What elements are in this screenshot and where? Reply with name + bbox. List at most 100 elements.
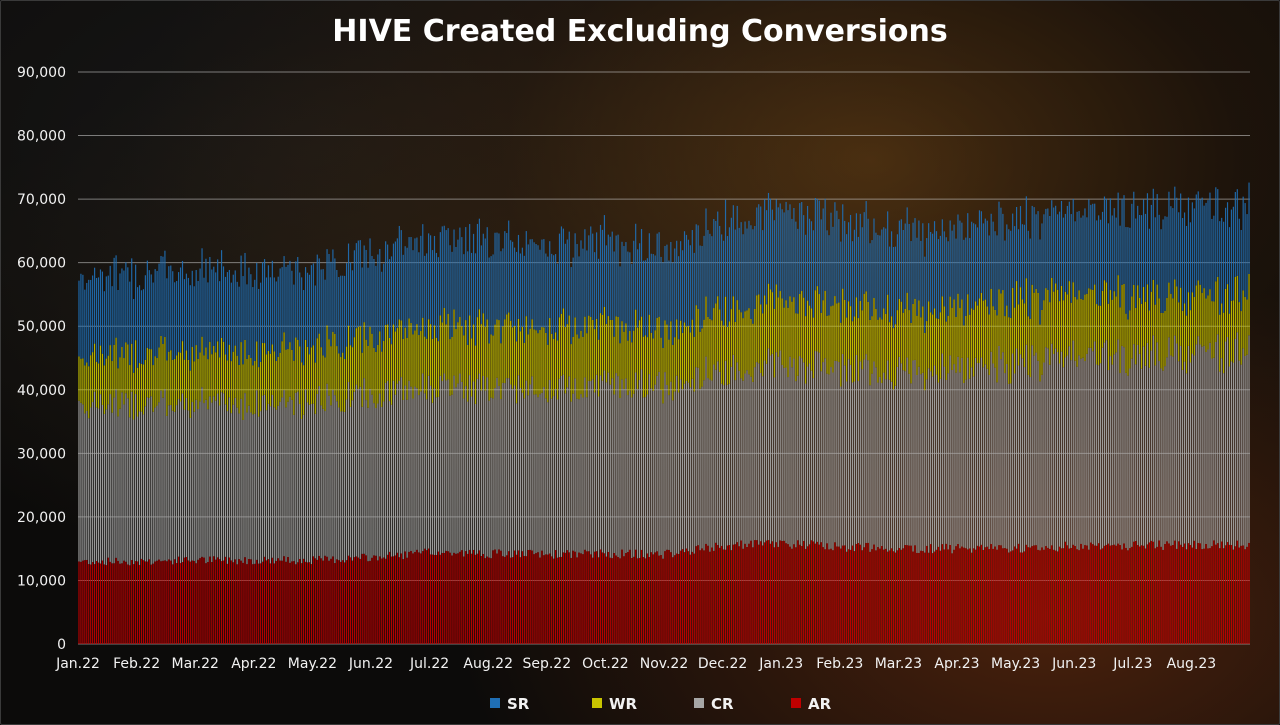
bar-segment-wr xyxy=(890,316,893,382)
bar-segment-cr xyxy=(1148,367,1150,543)
day-bar xyxy=(187,277,189,644)
bar-segment-cr xyxy=(576,398,578,558)
bar-segment-wr xyxy=(123,358,125,405)
bar-segment-cr xyxy=(1115,352,1117,546)
bar-segment-ar xyxy=(562,552,564,644)
bar-segment-wr xyxy=(332,331,334,390)
day-bar xyxy=(978,210,981,644)
bar-segment-wr xyxy=(752,323,754,382)
bar-segment-sr xyxy=(613,251,615,337)
bar-segment-ar xyxy=(584,549,586,644)
x-tick-label: Aug.23 xyxy=(1167,656,1217,672)
bar-segment-sr xyxy=(211,269,213,355)
day-bar xyxy=(283,256,285,644)
bar-segment-ar xyxy=(732,544,734,644)
bar-segment-cr xyxy=(496,377,498,554)
bar-segment-wr xyxy=(115,337,117,390)
bar-segment-cr xyxy=(590,381,592,555)
day-bar xyxy=(1096,220,1098,644)
bar-segment-cr xyxy=(203,403,205,558)
bar-segment-ar xyxy=(582,554,584,644)
day-bar xyxy=(599,224,602,644)
bar-segment-wr xyxy=(1047,289,1049,349)
x-tick-label: Mar.22 xyxy=(171,656,218,672)
bar-segment-cr xyxy=(586,397,588,552)
day-bar xyxy=(344,275,346,644)
bar-segment-cr xyxy=(1207,349,1209,549)
bar-segment-cr xyxy=(1045,347,1047,547)
bar-segment-ar xyxy=(881,546,883,644)
bar-segment-wr xyxy=(109,345,111,395)
bar-segment-sr xyxy=(676,240,678,320)
day-bar xyxy=(568,231,570,644)
bar-segment-cr xyxy=(1125,372,1127,548)
bar-segment-wr xyxy=(160,335,162,391)
day-bar xyxy=(1019,206,1022,644)
day-bar xyxy=(732,205,734,644)
bar-segment-ar xyxy=(1098,543,1100,644)
bar-segment-wr xyxy=(215,352,217,401)
bar-segment-wr xyxy=(861,310,863,370)
bar-segment-ar xyxy=(1055,550,1057,644)
bar-segment-sr xyxy=(605,245,607,324)
bar-segment-cr xyxy=(349,406,352,558)
bar-segment-cr xyxy=(379,393,381,557)
bar-segment-cr xyxy=(848,359,850,550)
day-bar xyxy=(252,287,254,644)
bar-segment-wr xyxy=(1191,292,1193,354)
bar-segment-sr xyxy=(133,299,135,373)
bar-segment-ar xyxy=(287,557,289,644)
day-bar xyxy=(236,281,238,644)
bar-segment-cr xyxy=(453,375,455,553)
bar-segment-ar xyxy=(201,556,203,644)
day-bar xyxy=(687,239,689,644)
day-bar xyxy=(1209,192,1211,644)
bar-segment-cr xyxy=(304,389,307,562)
day-bar xyxy=(787,210,789,644)
bar-segment-cr xyxy=(1092,351,1094,545)
bar-segment-sr xyxy=(947,241,949,316)
bar-segment-sr xyxy=(289,260,291,343)
bar-segment-cr xyxy=(164,389,166,561)
bar-segment-cr xyxy=(191,402,193,561)
day-bar xyxy=(387,244,389,644)
bar-segment-cr xyxy=(1150,350,1152,541)
bar-segment-wr xyxy=(812,317,815,379)
bar-segment-cr xyxy=(1043,362,1045,550)
day-bar xyxy=(736,205,738,644)
bar-segment-sr xyxy=(984,218,986,300)
day-bar xyxy=(896,234,899,644)
bar-segment-sr xyxy=(1076,211,1078,300)
day-bar xyxy=(494,232,496,644)
bar-segment-ar xyxy=(980,544,982,644)
day-bar xyxy=(469,224,471,644)
bar-segment-ar xyxy=(1084,545,1086,644)
bar-segment-wr xyxy=(1182,310,1184,370)
bar-segment-cr xyxy=(873,361,875,545)
day-bar xyxy=(1195,194,1197,644)
bar-segment-sr xyxy=(498,233,500,321)
day-bar xyxy=(517,234,520,644)
bar-segment-cr xyxy=(726,384,729,546)
x-tick-label: Feb.23 xyxy=(816,656,863,672)
bar-segment-cr xyxy=(347,382,350,556)
bar-segment-sr xyxy=(209,257,211,342)
bar-segment-ar xyxy=(1246,546,1248,644)
bar-segment-wr xyxy=(695,305,697,368)
day-bar xyxy=(644,260,647,644)
bar-segment-cr xyxy=(353,391,355,558)
bar-segment-sr xyxy=(783,212,785,308)
bar-segment-wr xyxy=(289,342,291,397)
bar-segment-cr xyxy=(383,401,385,558)
bar-segment-wr xyxy=(135,340,137,395)
bar-segment-wr xyxy=(262,342,264,396)
bar-segment-wr xyxy=(697,308,699,368)
bar-segment-ar xyxy=(781,541,783,644)
bar-segment-wr xyxy=(562,308,564,375)
bar-segment-ar xyxy=(1240,545,1242,644)
day-bar xyxy=(566,239,568,644)
bar-segment-cr xyxy=(836,361,838,547)
bar-segment-cr xyxy=(658,371,660,556)
day-bar xyxy=(1160,229,1162,644)
bar-segment-ar xyxy=(1193,540,1195,644)
